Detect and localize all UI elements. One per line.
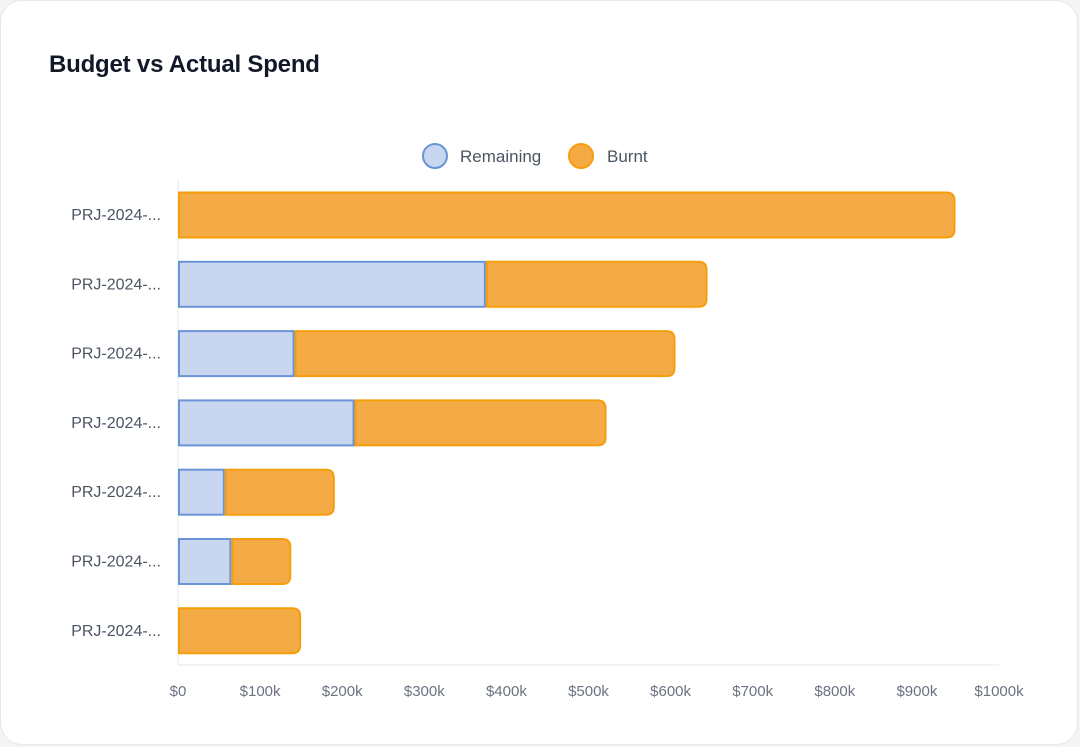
x-tick-label: $200k xyxy=(322,683,363,700)
x-tick-label: $700k xyxy=(732,683,773,700)
bar-burnt-1 xyxy=(178,191,956,239)
bar-burnt-4 xyxy=(354,399,607,447)
bar-remaining-6 xyxy=(178,538,232,585)
x-tick-label: $0 xyxy=(170,683,187,700)
x-tick-label: $500k xyxy=(568,683,609,700)
bar-remaining-2 xyxy=(178,260,486,308)
legend-label-remaining: Remaining xyxy=(460,147,541,166)
chart-title: Budget vs Actual Spend xyxy=(49,51,320,78)
bar-burnt-5 xyxy=(224,468,335,516)
bar-remaining-4 xyxy=(178,399,355,447)
y-category-label: PRJ-2024-... xyxy=(71,346,161,363)
bar-burnt-6 xyxy=(231,538,292,585)
bar-remaining-5 xyxy=(178,468,225,516)
legend-swatch-remaining xyxy=(422,143,448,169)
bar-burnt-3 xyxy=(294,330,676,378)
legend-label-burnt: Burnt xyxy=(607,147,648,166)
y-category-label: PRJ-2024-... xyxy=(71,415,161,432)
x-tick-label: $300k xyxy=(404,683,445,700)
y-category-label: PRJ-2024-... xyxy=(71,623,161,640)
bar-remaining-3 xyxy=(178,330,295,378)
bar-burnt-7 xyxy=(178,607,302,655)
x-tick-label: $1000k xyxy=(974,683,1024,700)
y-category-label: PRJ-2024-... xyxy=(71,484,161,501)
bar-burnt-2 xyxy=(485,260,708,308)
x-tick-label: $900k xyxy=(896,683,937,700)
x-tick-label: $100k xyxy=(240,683,281,700)
x-tick-label: $800k xyxy=(814,683,855,700)
x-tick-label: $600k xyxy=(650,683,691,700)
x-tick-label: $400k xyxy=(486,683,527,700)
y-category-label: PRJ-2024-... xyxy=(71,554,161,571)
legend-swatch-burnt xyxy=(568,143,594,169)
y-category-label: PRJ-2024-... xyxy=(71,207,161,224)
y-category-label: PRJ-2024-... xyxy=(71,276,161,293)
